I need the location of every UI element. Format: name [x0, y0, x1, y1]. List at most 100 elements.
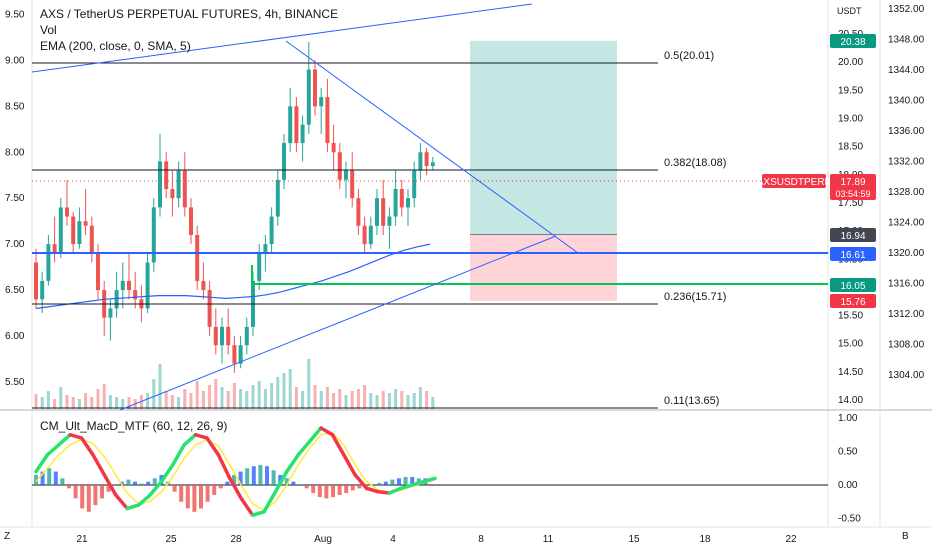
- macd-line-segment: [148, 479, 164, 497]
- long-loss-zone[interactable]: [470, 234, 617, 301]
- settings-b-icon[interactable]: B: [902, 531, 909, 542]
- upper-channel-line[interactable]: [31, 3, 533, 73]
- macd-histogram-bar: [100, 485, 104, 499]
- macd-histogram-bar: [344, 485, 349, 494]
- candle-body[interactable]: [89, 225, 94, 254]
- candle-body[interactable]: [176, 170, 181, 199]
- volume-bar: [226, 391, 230, 409]
- candle-body[interactable]: [424, 152, 429, 167]
- volume-bar: [369, 393, 373, 409]
- candle-body[interactable]: [406, 198, 410, 208]
- candle-body[interactable]: [77, 221, 82, 245]
- volume-bar: [332, 393, 336, 409]
- volume-legend[interactable]: Vol: [40, 23, 57, 37]
- descending-trendline[interactable]: [285, 40, 579, 254]
- candle-body[interactable]: [164, 161, 169, 190]
- candle-body[interactable]: [201, 280, 206, 291]
- ascending-trendline[interactable]: [119, 235, 557, 411]
- macd-legend[interactable]: CM_Ult_MacD_MTF (60, 12, 26, 9): [40, 419, 228, 433]
- macd-line-segment: [262, 489, 278, 514]
- time-axis-tick: 18: [699, 534, 711, 545]
- volume-bar: [77, 399, 81, 409]
- volume-bar: [46, 391, 50, 409]
- candle-body[interactable]: [238, 345, 243, 364]
- candle-body[interactable]: [207, 290, 212, 327]
- drawing-overlays[interactable]: 0.5(20.01) 0.382(18.08) 0.236(15.71) 0.11(1…: [31, 3, 828, 411]
- candle-body[interactable]: [170, 189, 175, 199]
- candle-body[interactable]: [356, 198, 361, 226]
- macd-histogram-bar: [205, 485, 210, 502]
- candle-body[interactable]: [145, 262, 150, 309]
- long-position-tool[interactable]: [470, 40, 617, 301]
- candle-body[interactable]: [337, 152, 342, 180]
- candle-body[interactable]: [412, 170, 417, 199]
- candle-body[interactable]: [120, 280, 125, 291]
- candle-body[interactable]: [232, 345, 237, 364]
- candle-body[interactable]: [430, 162, 435, 167]
- candle-body[interactable]: [306, 69, 311, 125]
- candle-body[interactable]: [220, 326, 224, 346]
- candle-body[interactable]: [114, 290, 119, 309]
- candle-body[interactable]: [257, 253, 262, 281]
- candle-body[interactable]: [58, 207, 63, 254]
- candle-body[interactable]: [182, 170, 187, 208]
- candle-body[interactable]: [368, 225, 373, 245]
- candle-body[interactable]: [127, 280, 131, 291]
- candle-body[interactable]: [387, 216, 392, 226]
- candle-body[interactable]: [96, 253, 100, 291]
- candle-body[interactable]: [195, 234, 200, 281]
- candle-body[interactable]: [362, 225, 367, 245]
- candle-body[interactable]: [52, 244, 57, 254]
- candle-body[interactable]: [46, 244, 51, 281]
- candle-body[interactable]: [133, 290, 138, 300]
- candle-body[interactable]: [294, 106, 299, 144]
- zoom-icon[interactable]: Z: [4, 531, 11, 542]
- candle-body[interactable]: [344, 170, 348, 180]
- candle-body[interactable]: [34, 262, 38, 300]
- entry-price-tag: 16.94: [840, 231, 865, 242]
- macd-histogram-bar: [192, 485, 197, 512]
- candle-body[interactable]: [282, 143, 286, 180]
- candle-body[interactable]: [319, 97, 324, 107]
- fib-level-label: 0.236(15.71): [664, 291, 726, 303]
- chart-title[interactable]: AXS / TetherUS PERPETUAL FUTURES, 4h, BI…: [40, 7, 339, 21]
- candle-body[interactable]: [331, 143, 336, 153]
- candle-body[interactable]: [269, 216, 274, 245]
- candle-body[interactable]: [108, 308, 113, 318]
- candle-body[interactable]: [300, 124, 305, 144]
- candle-body[interactable]: [263, 244, 268, 254]
- candlestick-series[interactable]: [34, 41, 435, 373]
- macd-histogram-bar: [357, 485, 362, 489]
- candle-body[interactable]: [325, 97, 330, 144]
- candle-body[interactable]: [244, 326, 249, 346]
- candle-body[interactable]: [393, 189, 398, 217]
- macd-line-segment: [296, 439, 312, 457]
- macd-pane[interactable]: [32, 426, 828, 517]
- candle-body[interactable]: [418, 152, 423, 171]
- candle-body[interactable]: [381, 198, 386, 226]
- candle-body[interactable]: [83, 221, 88, 226]
- candle-body[interactable]: [275, 179, 280, 217]
- candle-body[interactable]: [288, 106, 293, 144]
- volume-bar: [344, 395, 348, 409]
- candle-body[interactable]: [226, 326, 231, 346]
- candle-body[interactable]: [151, 207, 156, 263]
- long-profit-zone[interactable]: [470, 40, 617, 235]
- candle-body[interactable]: [189, 207, 193, 235]
- candle-body[interactable]: [313, 69, 317, 107]
- candle-body[interactable]: [350, 170, 355, 199]
- candle-body[interactable]: [158, 161, 162, 208]
- candle-body[interactable]: [40, 280, 45, 300]
- far-right-axis-tick: 1312.00: [888, 309, 925, 320]
- candle-body[interactable]: [399, 189, 404, 208]
- candle-body[interactable]: [213, 326, 218, 346]
- candle-body[interactable]: [65, 207, 69, 217]
- volume-bar: [121, 399, 125, 409]
- volume-bar: [406, 395, 410, 409]
- candle-body[interactable]: [375, 198, 379, 226]
- macd-line-segment: [376, 489, 392, 495]
- ema-legend[interactable]: EMA (200, close, 0, SMA, 5): [40, 39, 191, 53]
- candle-body[interactable]: [71, 216, 76, 245]
